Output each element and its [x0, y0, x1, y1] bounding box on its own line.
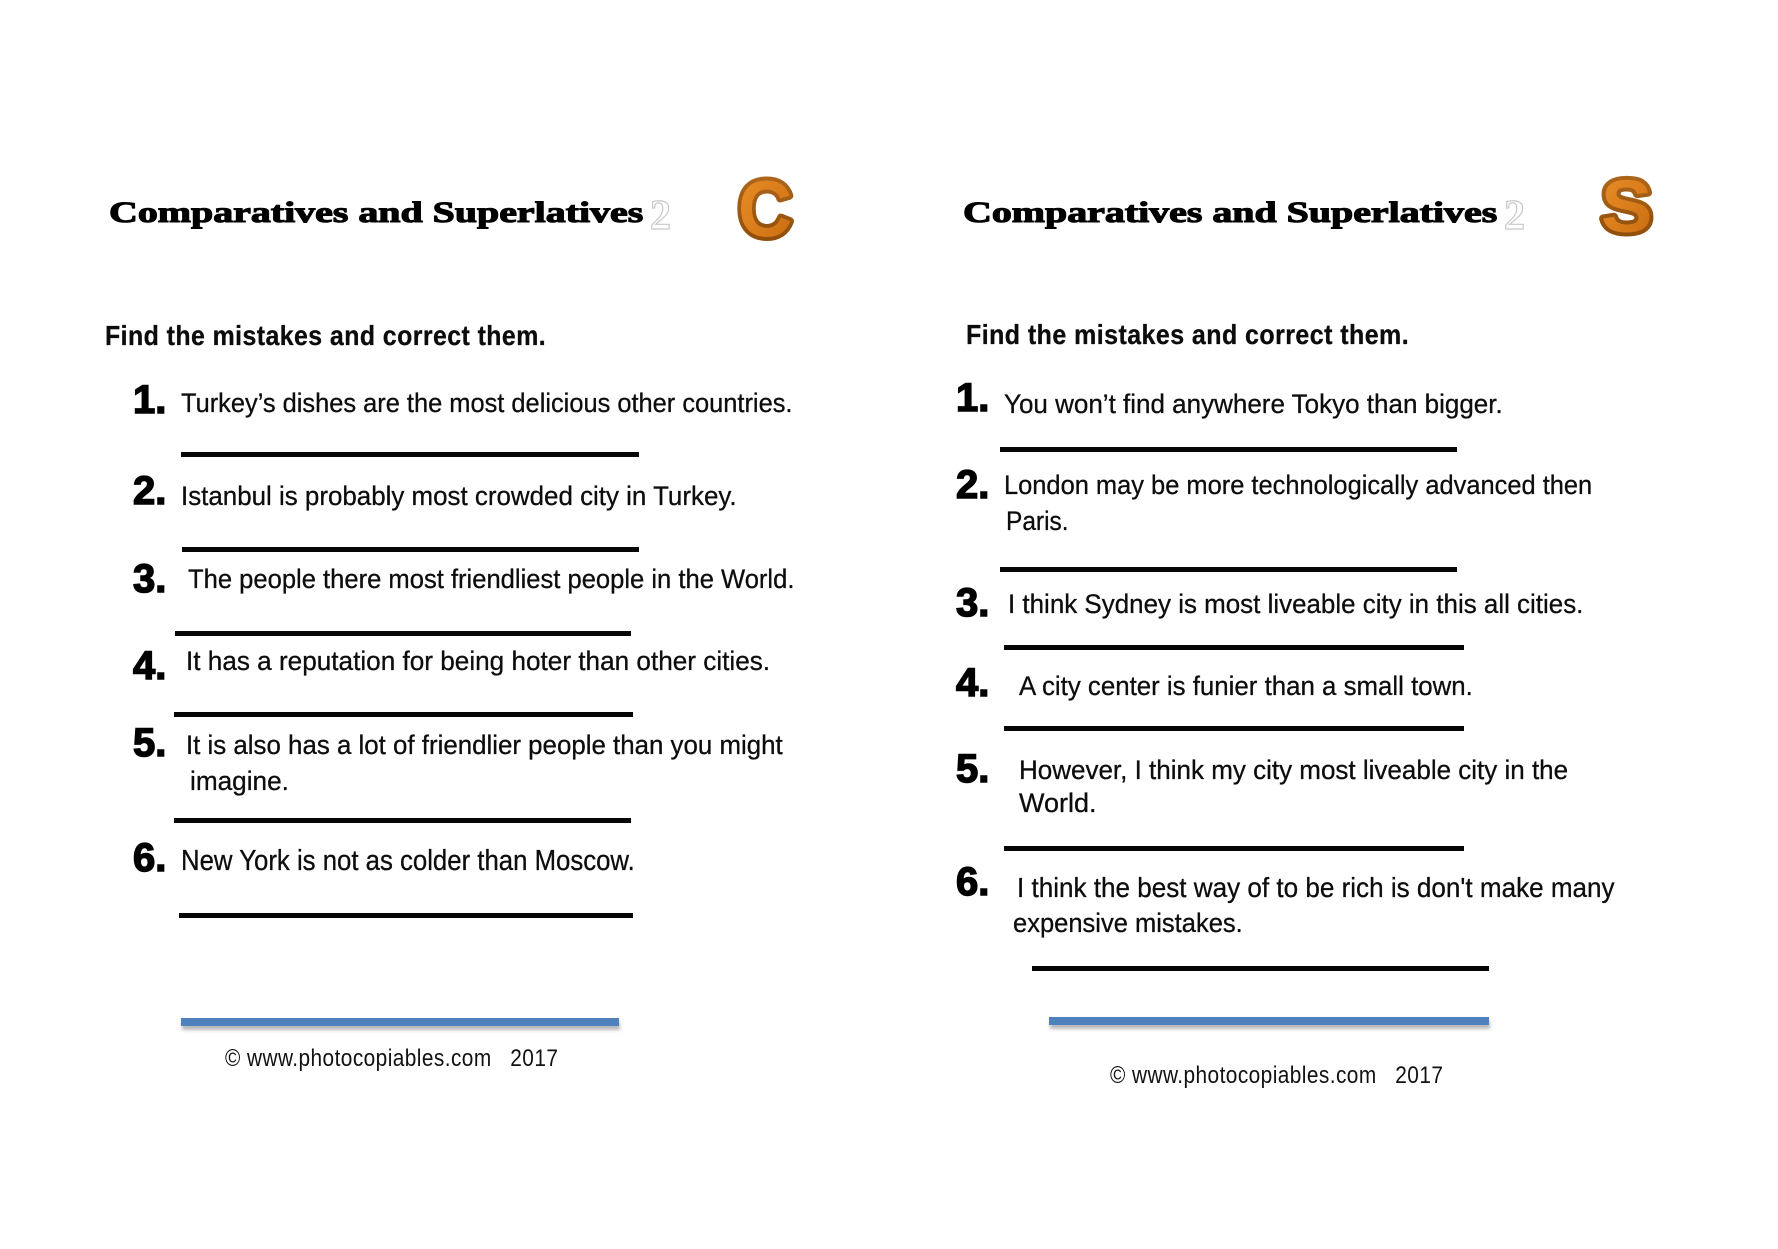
svg-text:C: C: [738, 167, 792, 251]
svg-text:S: S: [1601, 167, 1652, 248]
